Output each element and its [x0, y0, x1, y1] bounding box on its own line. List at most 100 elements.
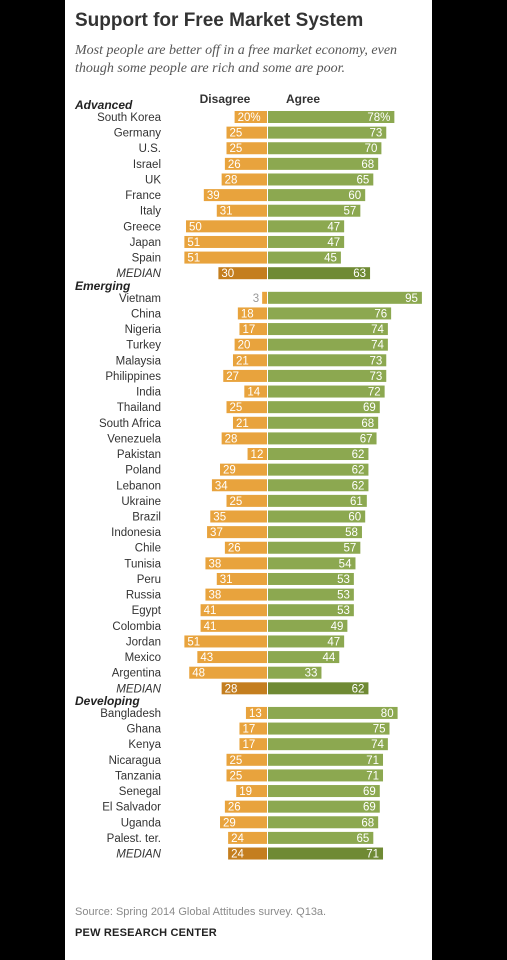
- disagree-value: 12: [251, 449, 264, 461]
- disagree-bar: [226, 142, 267, 155]
- agree-value: 72: [368, 387, 381, 399]
- agree-bar: [268, 416, 379, 429]
- disagree-value: 41: [204, 605, 217, 617]
- disagree-bar: [205, 557, 267, 570]
- agree-value: 60: [348, 512, 361, 524]
- country-label: Mexico: [125, 652, 161, 664]
- agree-value: 68: [361, 159, 374, 171]
- disagree-value: 31: [220, 574, 233, 586]
- disagree-value: 21: [236, 355, 249, 367]
- disagree-value: 14: [247, 387, 260, 399]
- agree-bar: [268, 635, 345, 648]
- disagree-bar: [200, 619, 267, 632]
- disagree-value: 17: [242, 324, 255, 336]
- country-label: Tanzania: [115, 770, 162, 782]
- agree-value: 62: [352, 449, 365, 461]
- median-label: MEDIAN: [116, 683, 161, 695]
- country-label: Japan: [130, 237, 161, 249]
- agree-value: 54: [339, 558, 352, 570]
- agree-bar: [268, 510, 366, 523]
- country-label: Turkey: [126, 340, 161, 352]
- disagree-bar: [184, 235, 267, 248]
- country-label: Senegal: [119, 786, 161, 798]
- disagree-bar: [184, 635, 267, 648]
- disagree-value: 25: [230, 128, 243, 140]
- disagree-value: 20%: [238, 112, 261, 124]
- agree-bar: [268, 706, 398, 719]
- disagree-bar: [207, 526, 267, 539]
- country-label: Nicaragua: [109, 755, 162, 767]
- disagree-bar: [210, 510, 267, 523]
- agree-value: 65: [357, 833, 370, 845]
- country-label: Germany: [114, 128, 162, 140]
- disagree-value: 24: [231, 833, 244, 845]
- agree-value: 71: [366, 849, 379, 861]
- country-label: Uganda: [121, 817, 162, 829]
- disagree-value: 25: [230, 496, 243, 508]
- disagree-bar: [203, 189, 267, 202]
- agree-value: 49: [331, 621, 344, 633]
- disagree-bar: [232, 354, 267, 367]
- country-label: Chile: [135, 543, 161, 555]
- disagree-value: 29: [223, 817, 236, 829]
- disagree-bar: [189, 666, 267, 679]
- legend-disagree: Disagree: [200, 92, 251, 106]
- country-label: Ghana: [126, 724, 161, 736]
- disagree-bar: [247, 448, 267, 461]
- disagree-bar: [221, 432, 267, 445]
- disagree-value: 25: [230, 143, 243, 155]
- country-label: Palest. ter.: [107, 833, 161, 845]
- agree-bar: [268, 323, 388, 336]
- group-header: Advanced: [74, 98, 133, 112]
- agree-bar: [268, 588, 354, 601]
- agree-value: 63: [353, 268, 366, 280]
- chart-card: Support for Free Market System Most peop…: [65, 0, 432, 960]
- agree-value: 33: [305, 668, 318, 680]
- disagree-value: 24: [231, 849, 244, 861]
- disagree-bar: [184, 251, 267, 264]
- disagree-bar: [262, 291, 267, 304]
- agree-value: 65: [357, 174, 370, 186]
- agree-value: 44: [322, 652, 335, 664]
- country-label: Ukraine: [121, 496, 161, 508]
- agree-bar: [268, 816, 379, 829]
- disagree-bar: [216, 572, 267, 585]
- agree-bar: [268, 604, 354, 617]
- disagree-bar: [220, 463, 267, 476]
- legend-agree: Agree: [286, 92, 320, 106]
- disagree-value: 43: [200, 652, 213, 664]
- agree-value: 69: [363, 786, 376, 798]
- agree-bar: [268, 847, 384, 860]
- agree-value: 47: [327, 237, 340, 249]
- country-label: Thailand: [117, 402, 161, 414]
- agree-value: 80: [381, 708, 394, 720]
- agree-value: 53: [337, 590, 350, 602]
- country-label: Philippines: [105, 371, 161, 383]
- disagree-value: 28: [225, 433, 238, 445]
- agree-value: 62: [352, 683, 365, 695]
- disagree-bar: [245, 706, 267, 719]
- country-label: South Korea: [97, 112, 162, 124]
- disagree-value: 38: [208, 558, 221, 570]
- chart-subtitle: Most people are better off in a free mar…: [75, 43, 398, 76]
- source-note: Source: Spring 2014 Global Attitudes sur…: [75, 906, 327, 918]
- country-label: Lebanon: [116, 480, 161, 492]
- agree-bar: [268, 338, 388, 351]
- country-label: El Salvador: [102, 802, 161, 814]
- disagree-bar: [186, 220, 267, 233]
- agree-bar: [268, 267, 371, 280]
- disagree-bar: [223, 369, 267, 382]
- agree-value: 73: [369, 371, 382, 383]
- group-header: Emerging: [75, 279, 131, 293]
- disagree-bar: [216, 204, 267, 217]
- agree-bar: [268, 369, 387, 382]
- agree-value: 71: [366, 755, 379, 767]
- disagree-bar: [226, 401, 267, 414]
- country-label: Italy: [140, 206, 161, 218]
- agree-value: 71: [366, 770, 379, 782]
- agree-value: 69: [363, 402, 376, 414]
- disagree-value: 20: [238, 340, 251, 352]
- country-label: Peru: [137, 574, 161, 586]
- disagree-bar: [211, 479, 267, 492]
- disagree-bar: [224, 157, 267, 170]
